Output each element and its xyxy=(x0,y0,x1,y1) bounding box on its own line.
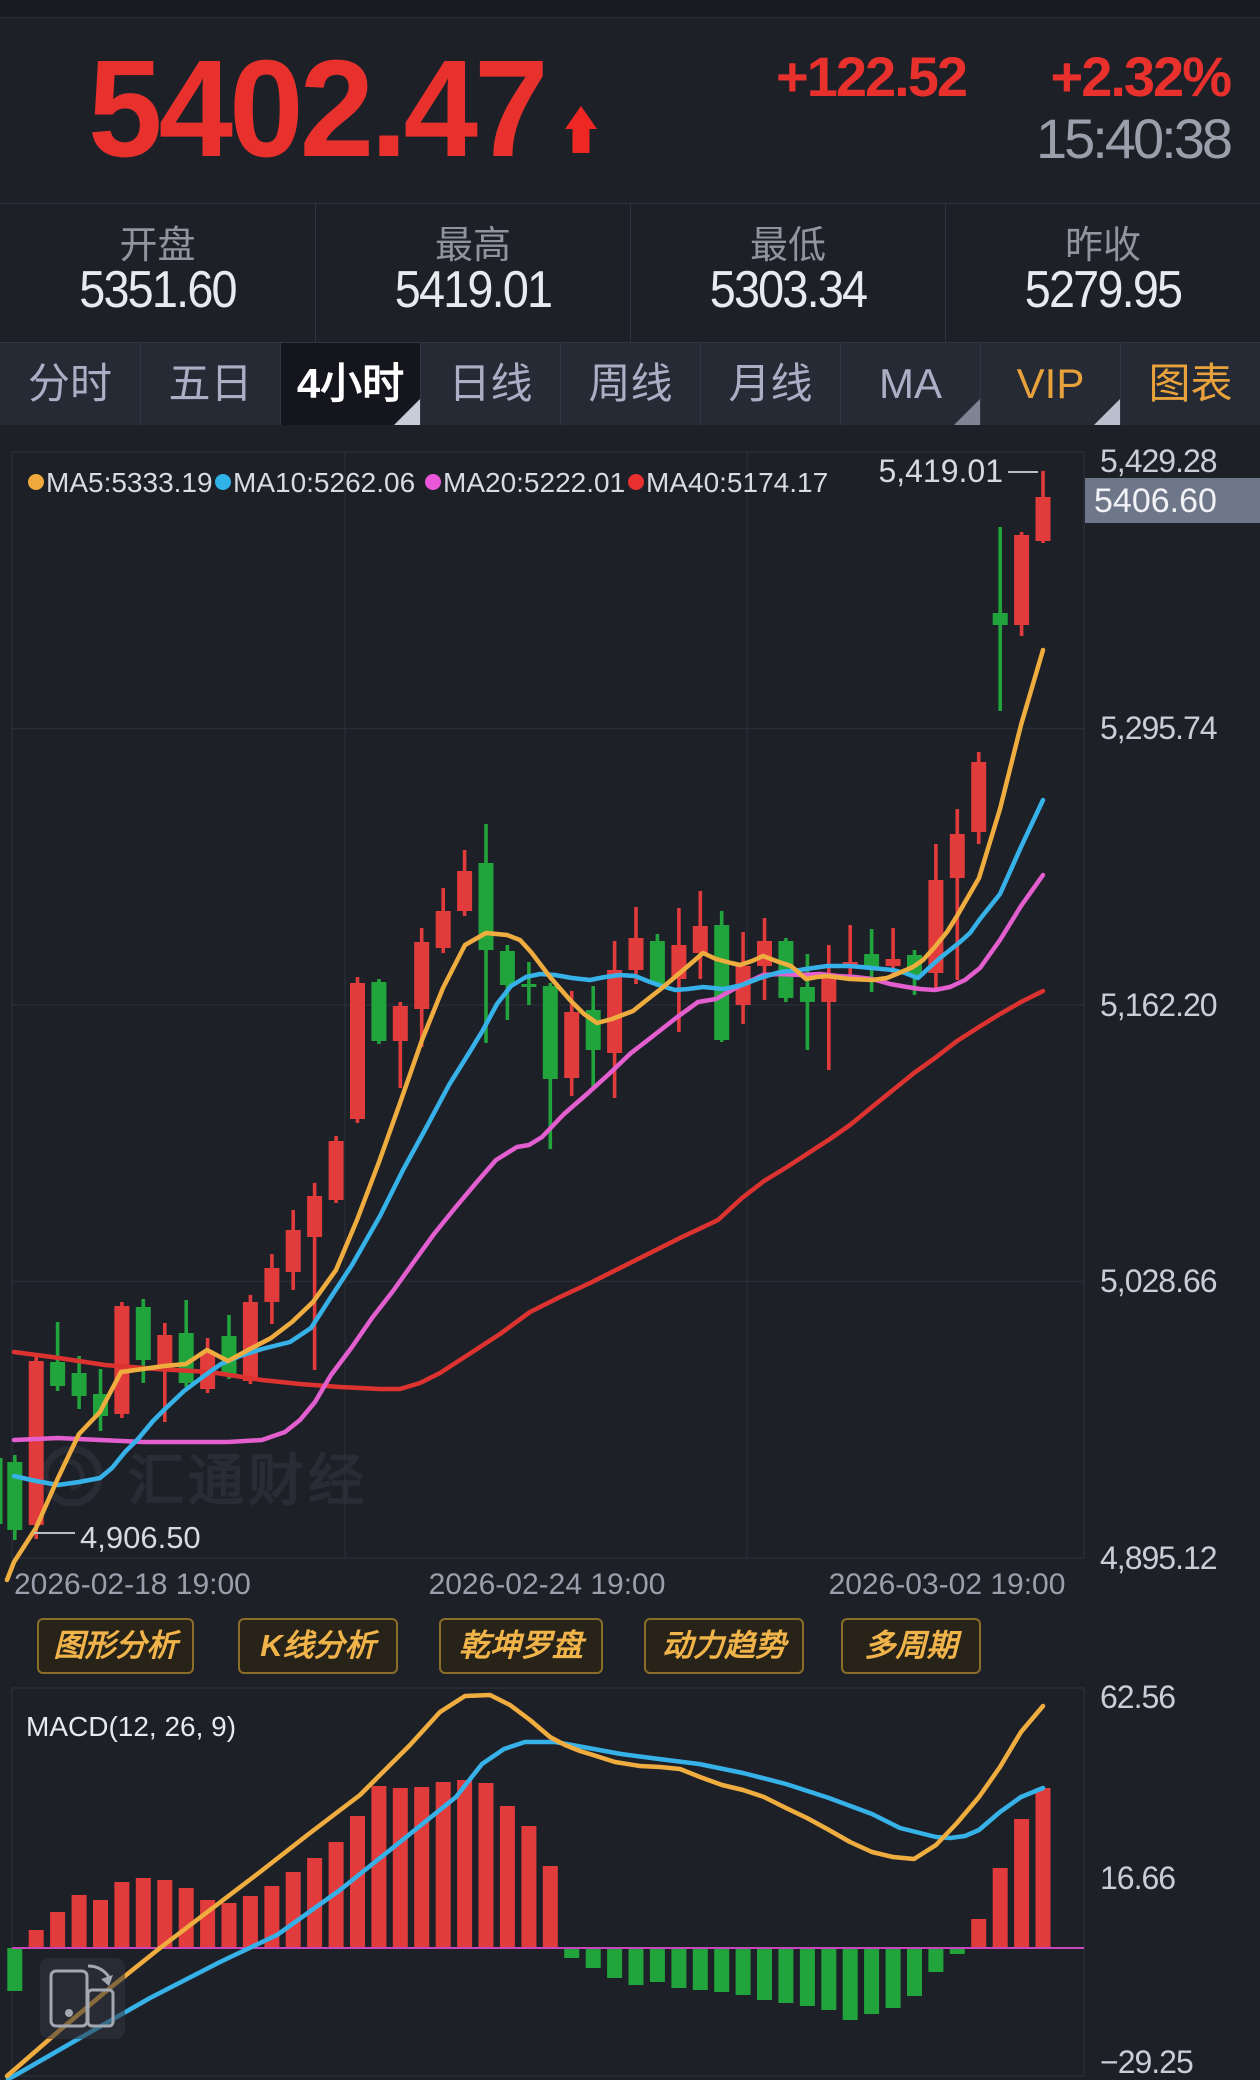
svg-text:MA5:5333.19: MA5:5333.19 xyxy=(46,467,213,498)
svg-text:4,895.12: 4,895.12 xyxy=(1100,1540,1217,1576)
svg-text:5,295.74: 5,295.74 xyxy=(1100,710,1217,746)
svg-text:2026-03-02 19:00: 2026-03-02 19:00 xyxy=(829,1568,1066,1601)
svg-text:MA10:5262.06: MA10:5262.06 xyxy=(233,467,415,498)
svg-text:5406.60: 5406.60 xyxy=(1094,482,1217,520)
svg-text:4,906.50: 4,906.50 xyxy=(80,1520,201,1555)
svg-text:5,429.28: 5,429.28 xyxy=(1100,443,1217,479)
svg-text:5,419.01: 5,419.01 xyxy=(878,453,1003,489)
svg-text:16.66: 16.66 xyxy=(1100,1860,1175,1896)
svg-text:汇通财经: 汇通财经 xyxy=(128,1449,368,1512)
svg-text:MA40:5174.17: MA40:5174.17 xyxy=(646,467,828,498)
svg-text:2026-02-24 19:00: 2026-02-24 19:00 xyxy=(429,1568,666,1601)
svg-text:5,162.20: 5,162.20 xyxy=(1100,987,1217,1023)
svg-text:2026-02-18 19:00: 2026-02-18 19:00 xyxy=(14,1568,251,1601)
svg-text:62.56: 62.56 xyxy=(1100,1679,1175,1715)
svg-text:MA20:5222.01: MA20:5222.01 xyxy=(443,467,625,498)
svg-text:−29.25: −29.25 xyxy=(1100,2044,1193,2080)
svg-text:5,028.66: 5,028.66 xyxy=(1100,1263,1217,1299)
svg-text:MACD(12, 26, 9): MACD(12, 26, 9) xyxy=(26,1711,236,1742)
